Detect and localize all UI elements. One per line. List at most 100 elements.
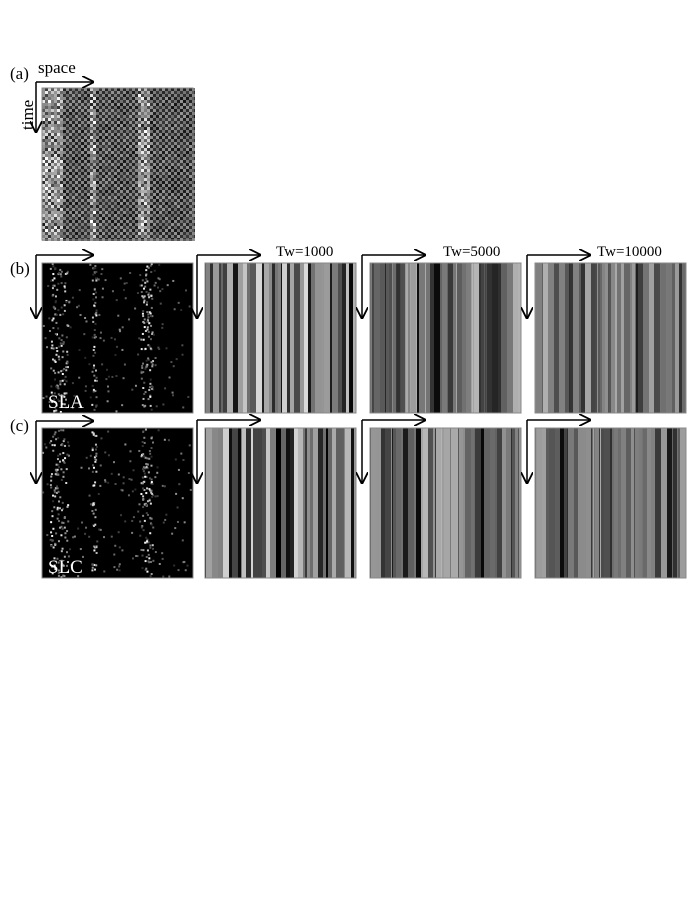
pattern-cell: [102, 157, 105, 160]
pattern-cell: [145, 567, 148, 570]
pattern-cell: [156, 169, 159, 172]
pattern-cell: [75, 139, 78, 142]
pattern-cell: [148, 296, 151, 299]
pattern-cell: [54, 142, 57, 145]
pattern-cell: [183, 100, 186, 103]
pattern-cell: [54, 190, 57, 193]
pattern-cell: [102, 127, 105, 130]
pattern-cell: [95, 314, 98, 317]
pattern-cell: [159, 115, 162, 118]
stripe: [346, 263, 349, 413]
pattern-cell: [147, 181, 150, 184]
pattern-cell: [153, 163, 156, 166]
pattern-cell: [96, 175, 99, 178]
pattern-cell: [189, 217, 192, 220]
stripe: [568, 428, 574, 578]
stripe: [307, 428, 310, 578]
pattern-cell: [90, 109, 93, 112]
pattern-cell: [48, 106, 51, 109]
pattern-cell: [72, 187, 75, 190]
pattern-cell: [120, 136, 123, 139]
pattern-cell: [91, 510, 94, 513]
pattern-cell: [162, 91, 165, 94]
pattern-cell: [135, 235, 138, 238]
pattern-cell: [174, 121, 177, 124]
column-title-tw1000: Tw=1000: [276, 244, 333, 260]
pattern-cell: [102, 100, 105, 103]
pattern-cell: [124, 443, 127, 446]
pattern-cell: [177, 94, 180, 97]
pattern-cell: [84, 115, 87, 118]
pattern-cell: [57, 205, 60, 208]
pattern-cell: [149, 561, 152, 564]
pattern-cell: [132, 187, 135, 190]
pattern-cell: [150, 139, 153, 142]
pattern-cell: [162, 100, 165, 103]
pattern-cell: [54, 217, 57, 220]
pattern-cell: [75, 199, 78, 202]
pattern-cell: [105, 136, 108, 139]
pattern-cell: [136, 292, 139, 295]
pattern-cell: [51, 214, 54, 217]
pattern-cell: [159, 169, 162, 172]
pattern-cell: [129, 154, 132, 157]
pattern-cell: [75, 94, 78, 97]
pattern-cell: [90, 142, 93, 145]
pattern-cell: [168, 112, 171, 115]
pattern-cell: [54, 115, 57, 118]
pattern-cell: [66, 127, 69, 130]
pattern-cell: [93, 304, 96, 307]
pattern-cell: [120, 88, 123, 91]
pattern-cell: [146, 311, 149, 314]
stripe: [475, 428, 481, 578]
pattern-cell: [55, 409, 58, 412]
pattern-cell: [144, 133, 147, 136]
stripe: [507, 263, 513, 413]
pattern-cell: [60, 196, 63, 199]
stripe: [444, 428, 450, 578]
pattern-cell: [162, 217, 165, 220]
pattern-cell: [48, 232, 51, 235]
pattern-cell: [176, 520, 179, 523]
pattern-cell: [54, 187, 57, 190]
pattern-cell: [144, 118, 147, 121]
pattern-cell: [156, 166, 159, 169]
pattern-cell: [66, 109, 69, 112]
pattern-cell: [51, 157, 54, 160]
pattern-cell: [142, 498, 145, 501]
pattern-cell: [102, 124, 105, 127]
pattern-cell: [159, 232, 162, 235]
pattern-cell: [144, 329, 147, 332]
pattern-cell: [69, 163, 72, 166]
pattern-cell: [107, 481, 110, 484]
pattern-cell: [150, 88, 153, 91]
pattern-cell: [141, 226, 144, 229]
pattern-cell: [150, 133, 153, 136]
pattern-cell: [65, 366, 68, 369]
pattern-cell: [69, 130, 72, 133]
pattern-cell: [66, 366, 69, 369]
pattern-cell: [173, 308, 176, 311]
pattern-cell: [150, 489, 153, 492]
pattern-cell: [177, 214, 180, 217]
pattern-cell: [51, 196, 54, 199]
pattern-cell: [85, 526, 88, 529]
pattern-cell: [174, 220, 177, 223]
pattern-cell: [105, 91, 108, 94]
pattern-cell: [144, 347, 147, 350]
stripe: [630, 263, 632, 413]
pattern-cell: [81, 139, 84, 142]
stripe: [485, 263, 486, 413]
pattern-cell: [81, 112, 84, 115]
pattern-cell: [93, 214, 96, 217]
pattern-cell: [168, 100, 171, 103]
pattern-cell: [186, 115, 189, 118]
pattern-cell: [72, 226, 75, 229]
pattern-cell: [189, 88, 192, 91]
pattern-cell: [72, 214, 75, 217]
pattern-cell: [56, 517, 59, 520]
pattern-cell: [105, 109, 108, 112]
pattern-cell: [141, 476, 144, 479]
pattern-cell: [72, 211, 75, 214]
stripe: [578, 428, 582, 578]
